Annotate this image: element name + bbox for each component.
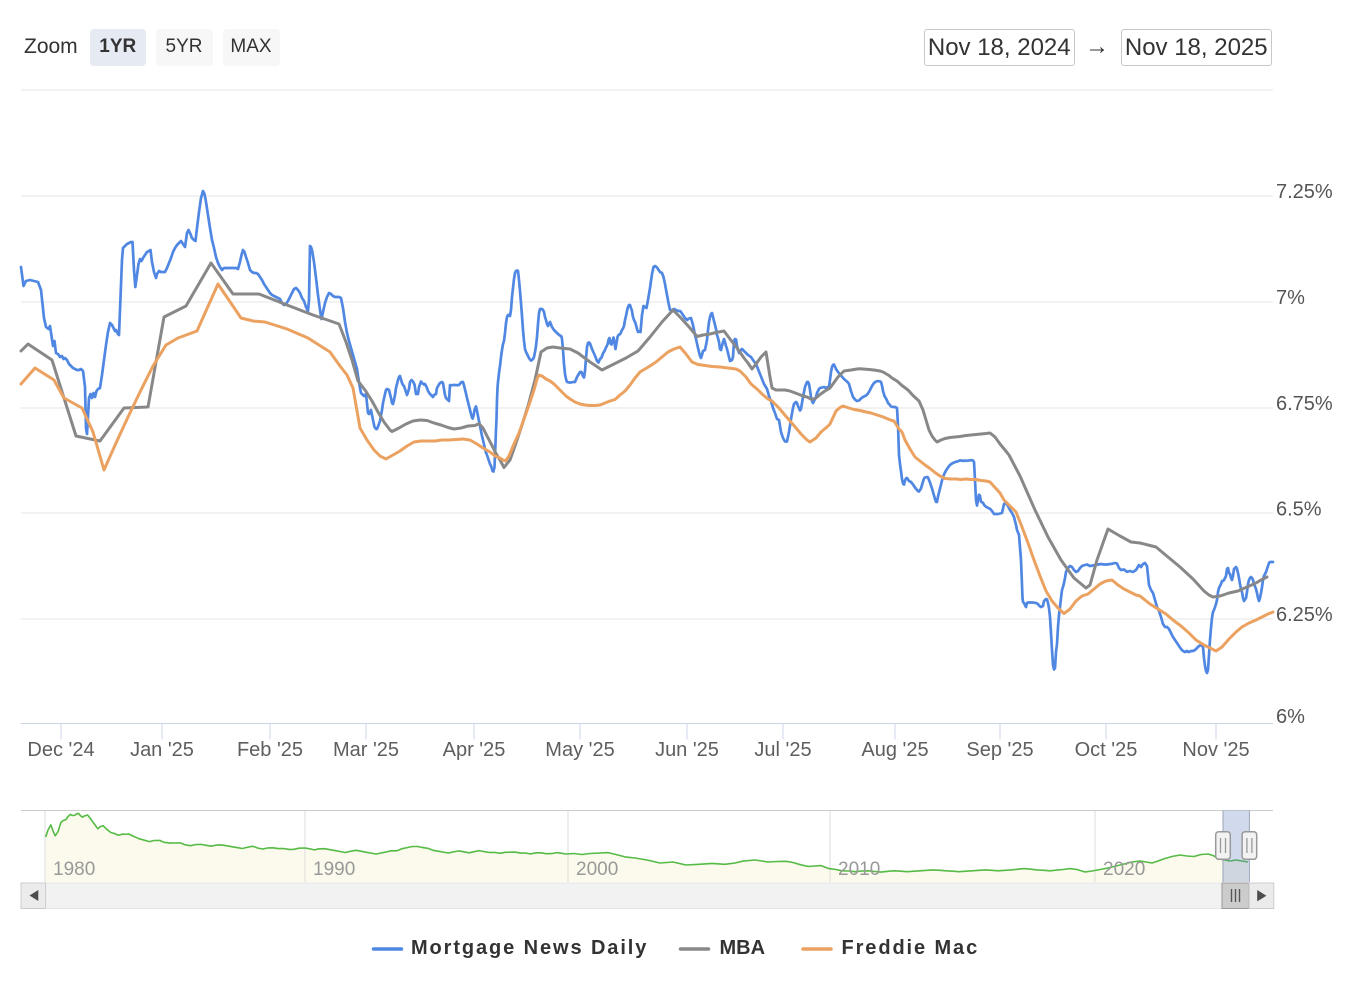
svg-text:Mortgage News Daily: Mortgage News Daily xyxy=(411,937,648,959)
svg-text:Mar '25: Mar '25 xyxy=(333,739,399,761)
svg-text:MBA: MBA xyxy=(720,937,766,959)
svg-text:Dec '24: Dec '24 xyxy=(27,739,94,761)
svg-text:7%: 7% xyxy=(1276,287,1305,309)
svg-text:Jul '25: Jul '25 xyxy=(754,739,811,761)
svg-text:May '25: May '25 xyxy=(545,739,614,761)
svg-text:6.75%: 6.75% xyxy=(1276,393,1333,415)
svg-text:Jan '25: Jan '25 xyxy=(130,739,194,761)
svg-text:Jun '25: Jun '25 xyxy=(655,739,719,761)
svg-text:Oct '25: Oct '25 xyxy=(1075,739,1138,761)
svg-text:1980: 1980 xyxy=(53,859,95,880)
svg-text:6.25%: 6.25% xyxy=(1276,604,1333,626)
svg-text:Apr '25: Apr '25 xyxy=(443,739,506,761)
svg-text:2000: 2000 xyxy=(576,859,618,880)
svg-text:7.25%: 7.25% xyxy=(1276,181,1333,203)
svg-text:1990: 1990 xyxy=(313,859,355,880)
svg-text:Nov '25: Nov '25 xyxy=(1182,739,1249,761)
svg-text:Freddie Mac: Freddie Mac xyxy=(842,937,980,959)
svg-text:Sep '25: Sep '25 xyxy=(966,739,1033,761)
svg-text:2020: 2020 xyxy=(1103,859,1145,880)
svg-text:2010: 2010 xyxy=(838,859,880,880)
svg-text:6%: 6% xyxy=(1276,706,1305,728)
svg-text:Aug '25: Aug '25 xyxy=(861,739,928,761)
svg-text:6.5%: 6.5% xyxy=(1276,499,1322,521)
svg-text:Feb '25: Feb '25 xyxy=(237,739,303,761)
